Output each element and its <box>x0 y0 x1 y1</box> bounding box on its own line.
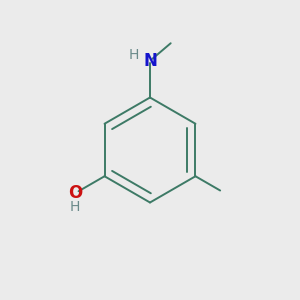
Text: N: N <box>143 52 157 70</box>
Text: H: H <box>70 200 80 214</box>
Text: H: H <box>128 48 139 62</box>
Text: O: O <box>68 184 83 202</box>
